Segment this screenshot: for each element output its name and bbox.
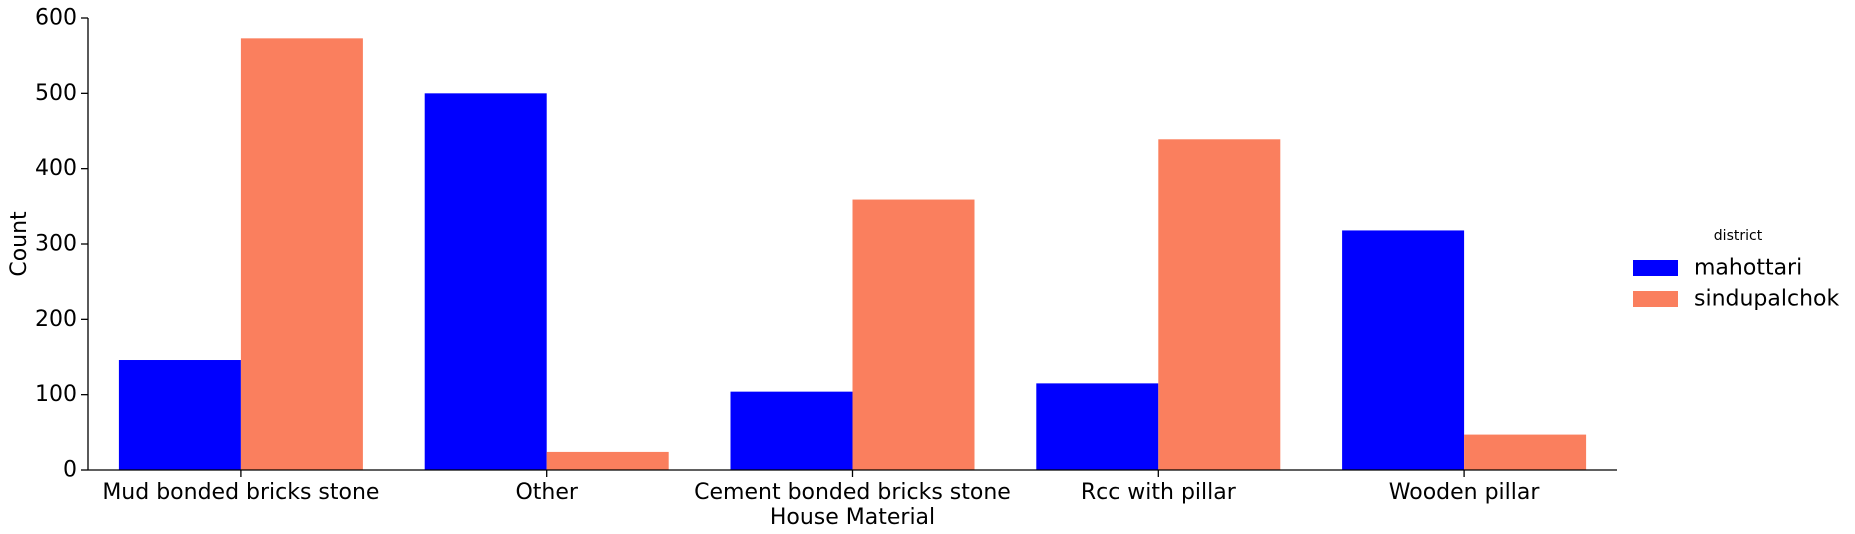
bar-mahottari-1	[118, 360, 241, 470]
bar-sindupalchok-3	[852, 199, 975, 470]
y-axis-label: Count	[7, 211, 32, 277]
legend-label-mahottari: mahottari	[1694, 256, 1802, 281]
y-tick-label: 100	[35, 382, 77, 407]
bar-sindupalchok-4	[1158, 139, 1281, 470]
legend: district mahottari sindupalchok	[1633, 228, 1839, 312]
legend-swatch-mahottari	[1633, 260, 1678, 276]
bar-mahottari-4	[1036, 383, 1159, 470]
x-tick-label: Other	[515, 480, 578, 505]
x-tick-label: Mud bonded bricks stone	[102, 480, 379, 505]
y-tick-label: 0	[63, 458, 77, 483]
x-tick-label: Cement bonded bricks stone	[694, 480, 1011, 505]
legend-swatch-sindupalchok	[1633, 291, 1678, 307]
bar-sindupalchok-1	[240, 38, 363, 471]
bars	[118, 38, 1587, 471]
x-tick-label: Wooden pillar	[1389, 480, 1541, 505]
y-tick-label: 400	[35, 156, 77, 181]
y-tick-label: 600	[35, 6, 77, 31]
bar-sindupalchok-5	[1464, 434, 1587, 470]
legend-title: district	[1714, 228, 1763, 244]
y-axis-ticks: 0 100 200 300 400 500 600	[35, 6, 88, 483]
legend-label-sindupalchok: sindupalchok	[1694, 287, 1839, 312]
bar-mahottari-2	[424, 93, 547, 470]
bar-mahottari-3	[730, 391, 853, 470]
y-tick-label: 200	[35, 307, 77, 332]
y-tick-label: 300	[35, 232, 77, 257]
x-axis-label: House Material	[770, 505, 935, 530]
x-axis-ticks: Mud bonded bricks stone Other Cement bonde…	[102, 470, 1540, 505]
bar-mahottari-5	[1342, 230, 1465, 470]
x-tick-label: Rcc with pillar	[1081, 480, 1237, 505]
bar-sindupalchok-2	[546, 451, 669, 470]
y-tick-label: 500	[35, 81, 77, 106]
